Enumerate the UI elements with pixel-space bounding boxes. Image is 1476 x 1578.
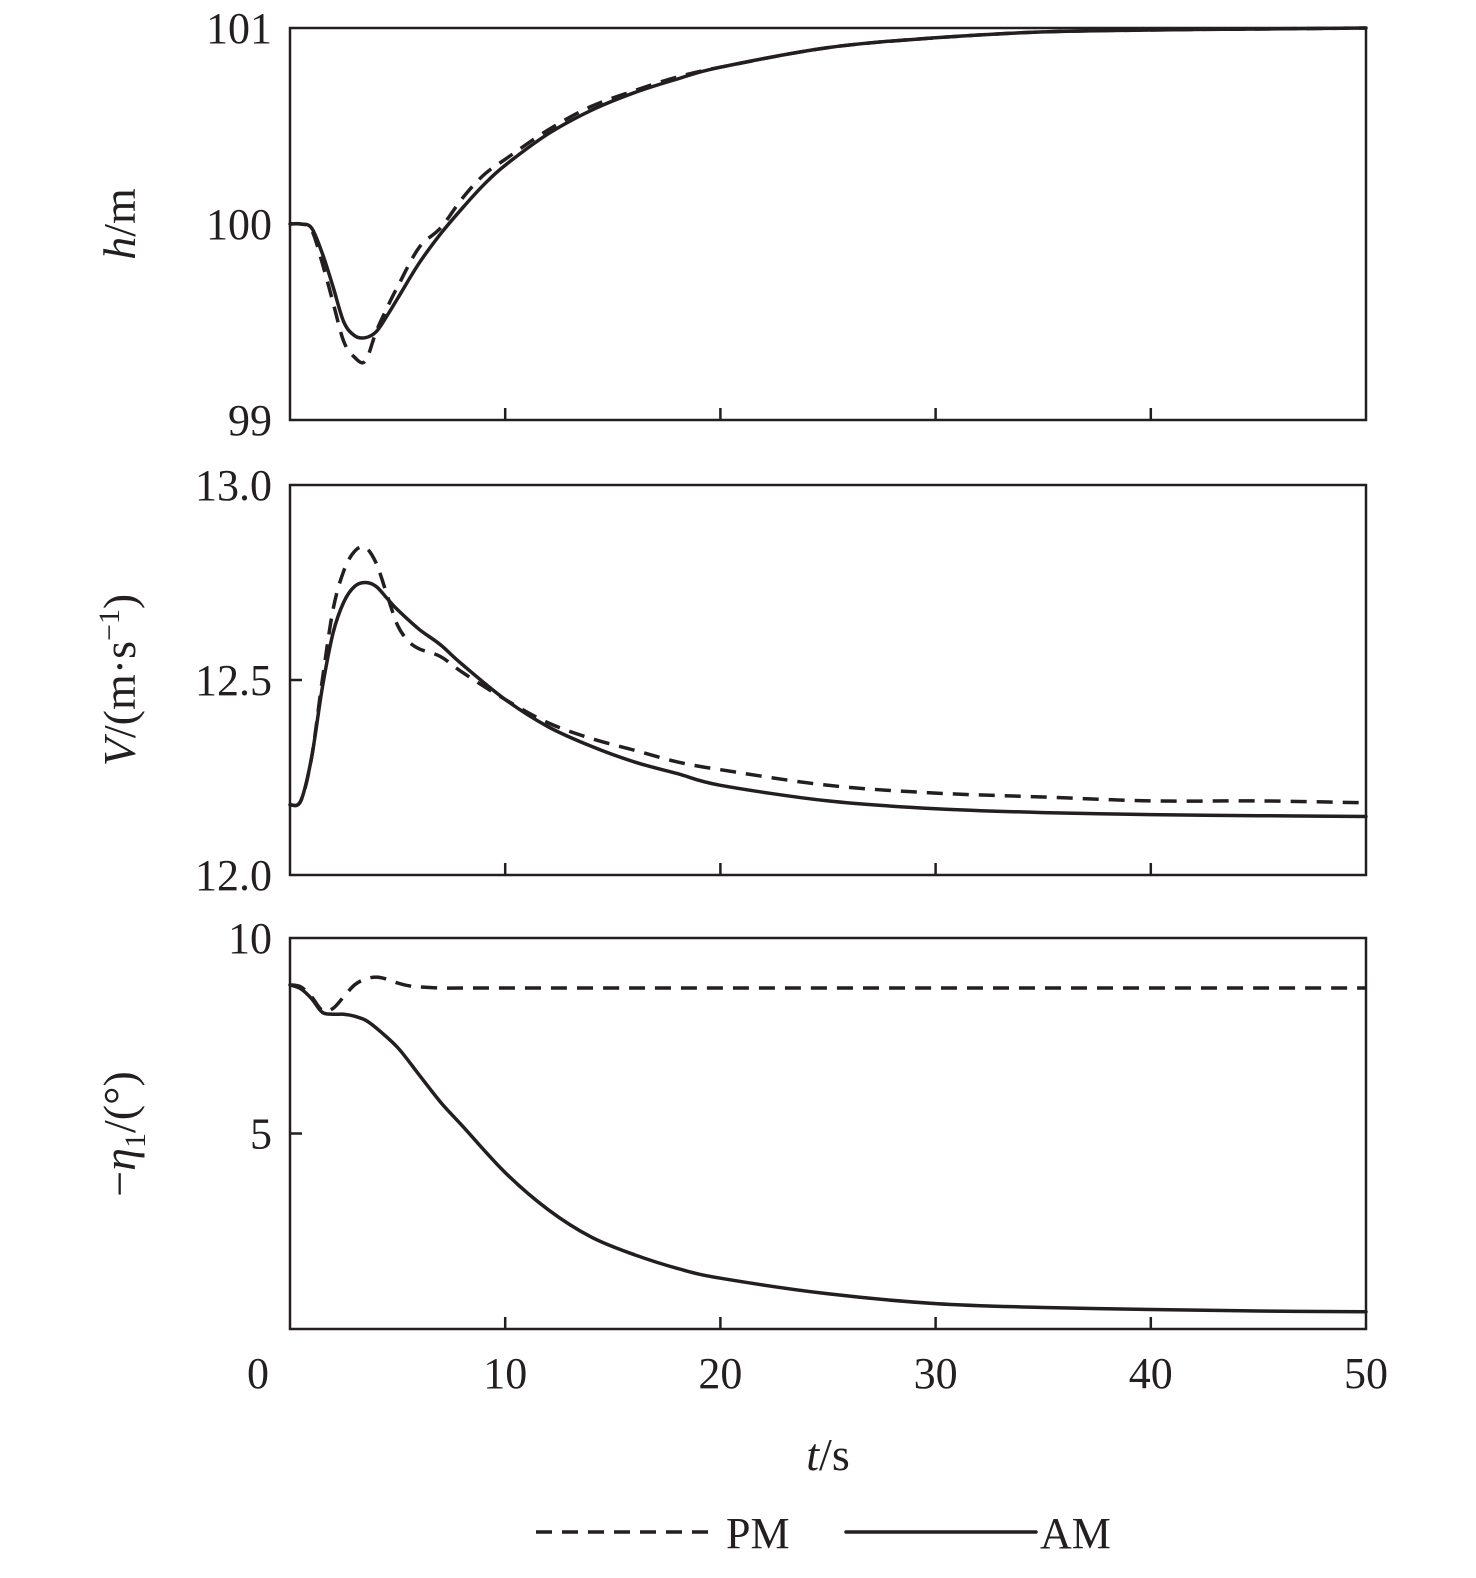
y-tick-label-height-0: 99: [228, 396, 272, 445]
legend-label-pm: PM: [726, 1509, 790, 1558]
x-tick-labels: 0 10 20 30 40 50: [247, 1349, 1388, 1398]
legend: PM AM: [536, 1509, 1111, 1558]
series-pm-velocity: [289, 544, 1367, 808]
panel-height: 99 100 101 h/m: [94, 4, 1368, 445]
y-tick-labels-eta: 5 10: [228, 914, 272, 1159]
y-tick-label-velocity-1: 12.5: [195, 656, 272, 705]
x-tick-label-30: 30: [914, 1349, 958, 1398]
y-tick-labels-velocity: 12.0 12.5 13.0: [195, 461, 272, 900]
x-ticks-velocity: [290, 678, 1153, 875]
y-tick-label-velocity-0: 12.0: [195, 851, 272, 900]
series-group-velocity: [288, 544, 1368, 819]
y-axis-label-eta: −η1/(°): [94, 1071, 152, 1197]
x-tick-label-0: 0: [247, 1349, 269, 1398]
panel-velocity: 12.0 12.5 13.0 V/(m·s−1): [93, 461, 1368, 900]
plot-frame-eta: [288, 936, 1368, 1331]
x-tick-label-20: 20: [698, 1349, 742, 1398]
x-ticks-height: [290, 222, 1153, 420]
y-tick-label-velocity-2: 13.0: [195, 461, 272, 510]
series-am-eta: [288, 983, 1368, 1314]
y-tick-label-eta-0: 5: [250, 1110, 272, 1159]
x-tick-label-50: 50: [1344, 1349, 1388, 1398]
x-tick-label-40: 40: [1129, 1349, 1173, 1398]
y-axis-label-height: h/m: [94, 188, 145, 260]
series-group-eta: [288, 975, 1368, 1314]
y-tick-label-height-1: 100: [206, 200, 272, 249]
series-am-height: [288, 26, 1368, 340]
plot-frame-height: [288, 26, 1368, 422]
series-pm-height: [289, 26, 1367, 365]
y-tick-label-eta-1: 10: [228, 914, 272, 963]
series-pm-eta: [289, 975, 1366, 1013]
y-tick-label-height-2: 101: [206, 4, 272, 53]
series-am-velocity: [288, 580, 1368, 819]
x-axis-label: t/s: [806, 1429, 849, 1480]
y-axis-label-velocity: V/(m·s−1): [93, 594, 145, 766]
x-tick-label-10: 10: [483, 1349, 527, 1398]
y-tick-labels-height: 99 100 101: [206, 4, 272, 445]
series-group-height: [288, 26, 1368, 365]
legend-label-am: AM: [1040, 1509, 1111, 1558]
x-ticks-eta: [290, 1132, 1153, 1329]
panel-eta: 5 10 0 10 20 30 40 50 −η1/(°): [94, 914, 1388, 1398]
